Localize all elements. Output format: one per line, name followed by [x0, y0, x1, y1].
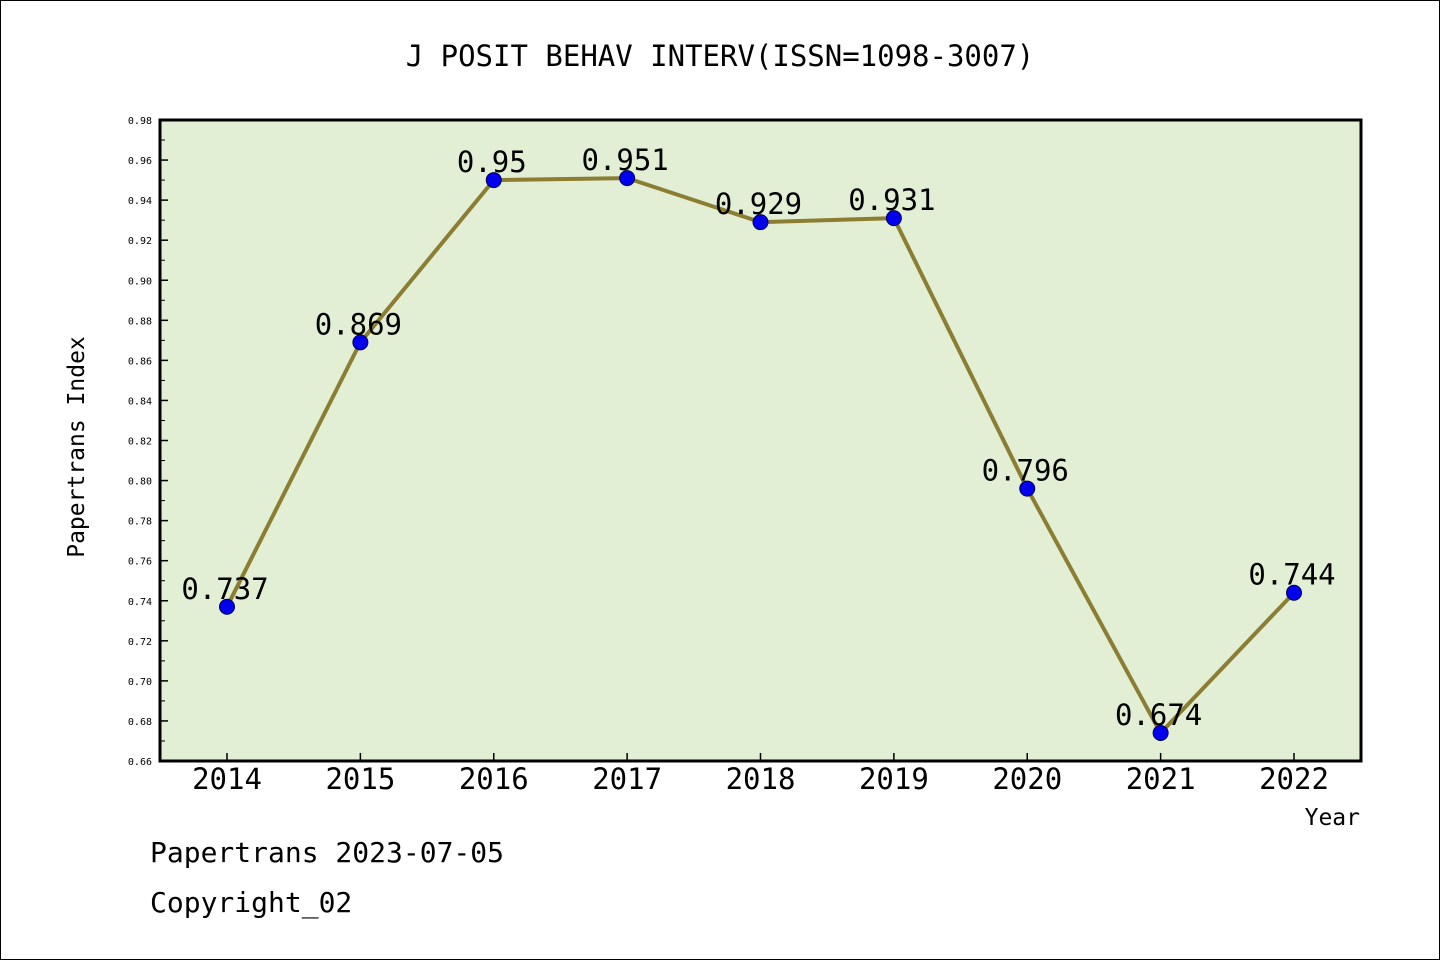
y-tick-label: 0.76 [128, 557, 152, 568]
y-axis-title: Papertrans Index [64, 336, 90, 558]
y-tick-label: 0.92 [128, 236, 152, 247]
x-tick-label: 2020 [992, 762, 1062, 796]
data-point [1019, 480, 1036, 497]
data-label: 0.951 [581, 143, 668, 177]
y-tick-label: 0.84 [128, 396, 152, 407]
data-point [885, 210, 902, 227]
x-tick-label: 2016 [459, 762, 529, 796]
data-point [1286, 584, 1302, 601]
y-tick-label: 0.66 [128, 757, 152, 768]
x-tick-label: 2022 [1259, 762, 1329, 796]
data-label: 0.674 [1115, 698, 1202, 732]
source-date-label: Papertrans 2023-07-05 [150, 836, 505, 869]
data-label: 0.929 [715, 187, 802, 221]
y-tick-label: 0.72 [128, 637, 152, 648]
data-label: 0.869 [315, 307, 402, 341]
y-tick-label: 0.88 [128, 316, 152, 327]
y-axis: 0.66 0.68 0.70 0.72 0.74 0.76 0.78 0.80 0.82 0.84… [128, 116, 168, 768]
data-point [1152, 724, 1169, 741]
x-tick-label: 2014 [192, 762, 262, 796]
copyright-label: Copyright_02 [150, 886, 353, 919]
y-tick-label: 0.90 [128, 276, 152, 287]
y-tick-label: 0.98 [128, 116, 152, 127]
y-tick-label: 0.68 [128, 717, 152, 728]
data-label: 0.95 [457, 145, 527, 179]
y-tick-label: 0.94 [128, 196, 152, 207]
y-tick-label: 0.82 [128, 437, 152, 448]
data-point [619, 170, 636, 187]
data-point [352, 334, 369, 351]
data-label: 0.744 [1248, 558, 1335, 592]
x-tick-label: 2018 [726, 762, 796, 796]
x-tick-label: 2021 [1126, 762, 1196, 796]
y-tick-label: 0.70 [128, 677, 152, 688]
chart-title: J POSIT BEHAV INTERV(ISSN=1098-3007) [406, 39, 1035, 73]
series-group: 0.737 0.869 0.95 0.951 0.929 0.931 0.796 0.674 0… [181, 143, 1336, 741]
x-axis: 2014 2015 2016 2017 2018 2019 2020 2021 2022 [192, 753, 1329, 796]
x-tick-label: 2015 [325, 762, 395, 796]
y-tick-label: 0.74 [128, 597, 152, 608]
data-label: 0.796 [982, 454, 1069, 488]
data-point [752, 214, 769, 231]
data-point [485, 172, 502, 189]
y-tick-label: 0.78 [128, 517, 152, 528]
x-tick-label: 2019 [859, 762, 929, 796]
y-tick-label: 0.86 [128, 356, 152, 367]
y-tick-label: 0.96 [128, 156, 152, 167]
data-point [219, 598, 235, 615]
data-label: 0.737 [181, 572, 268, 606]
x-axis-title: Year [1305, 805, 1360, 831]
y-tick-label: 0.80 [128, 477, 152, 488]
data-label: 0.931 [848, 183, 935, 217]
x-tick-label: 2017 [592, 762, 662, 796]
